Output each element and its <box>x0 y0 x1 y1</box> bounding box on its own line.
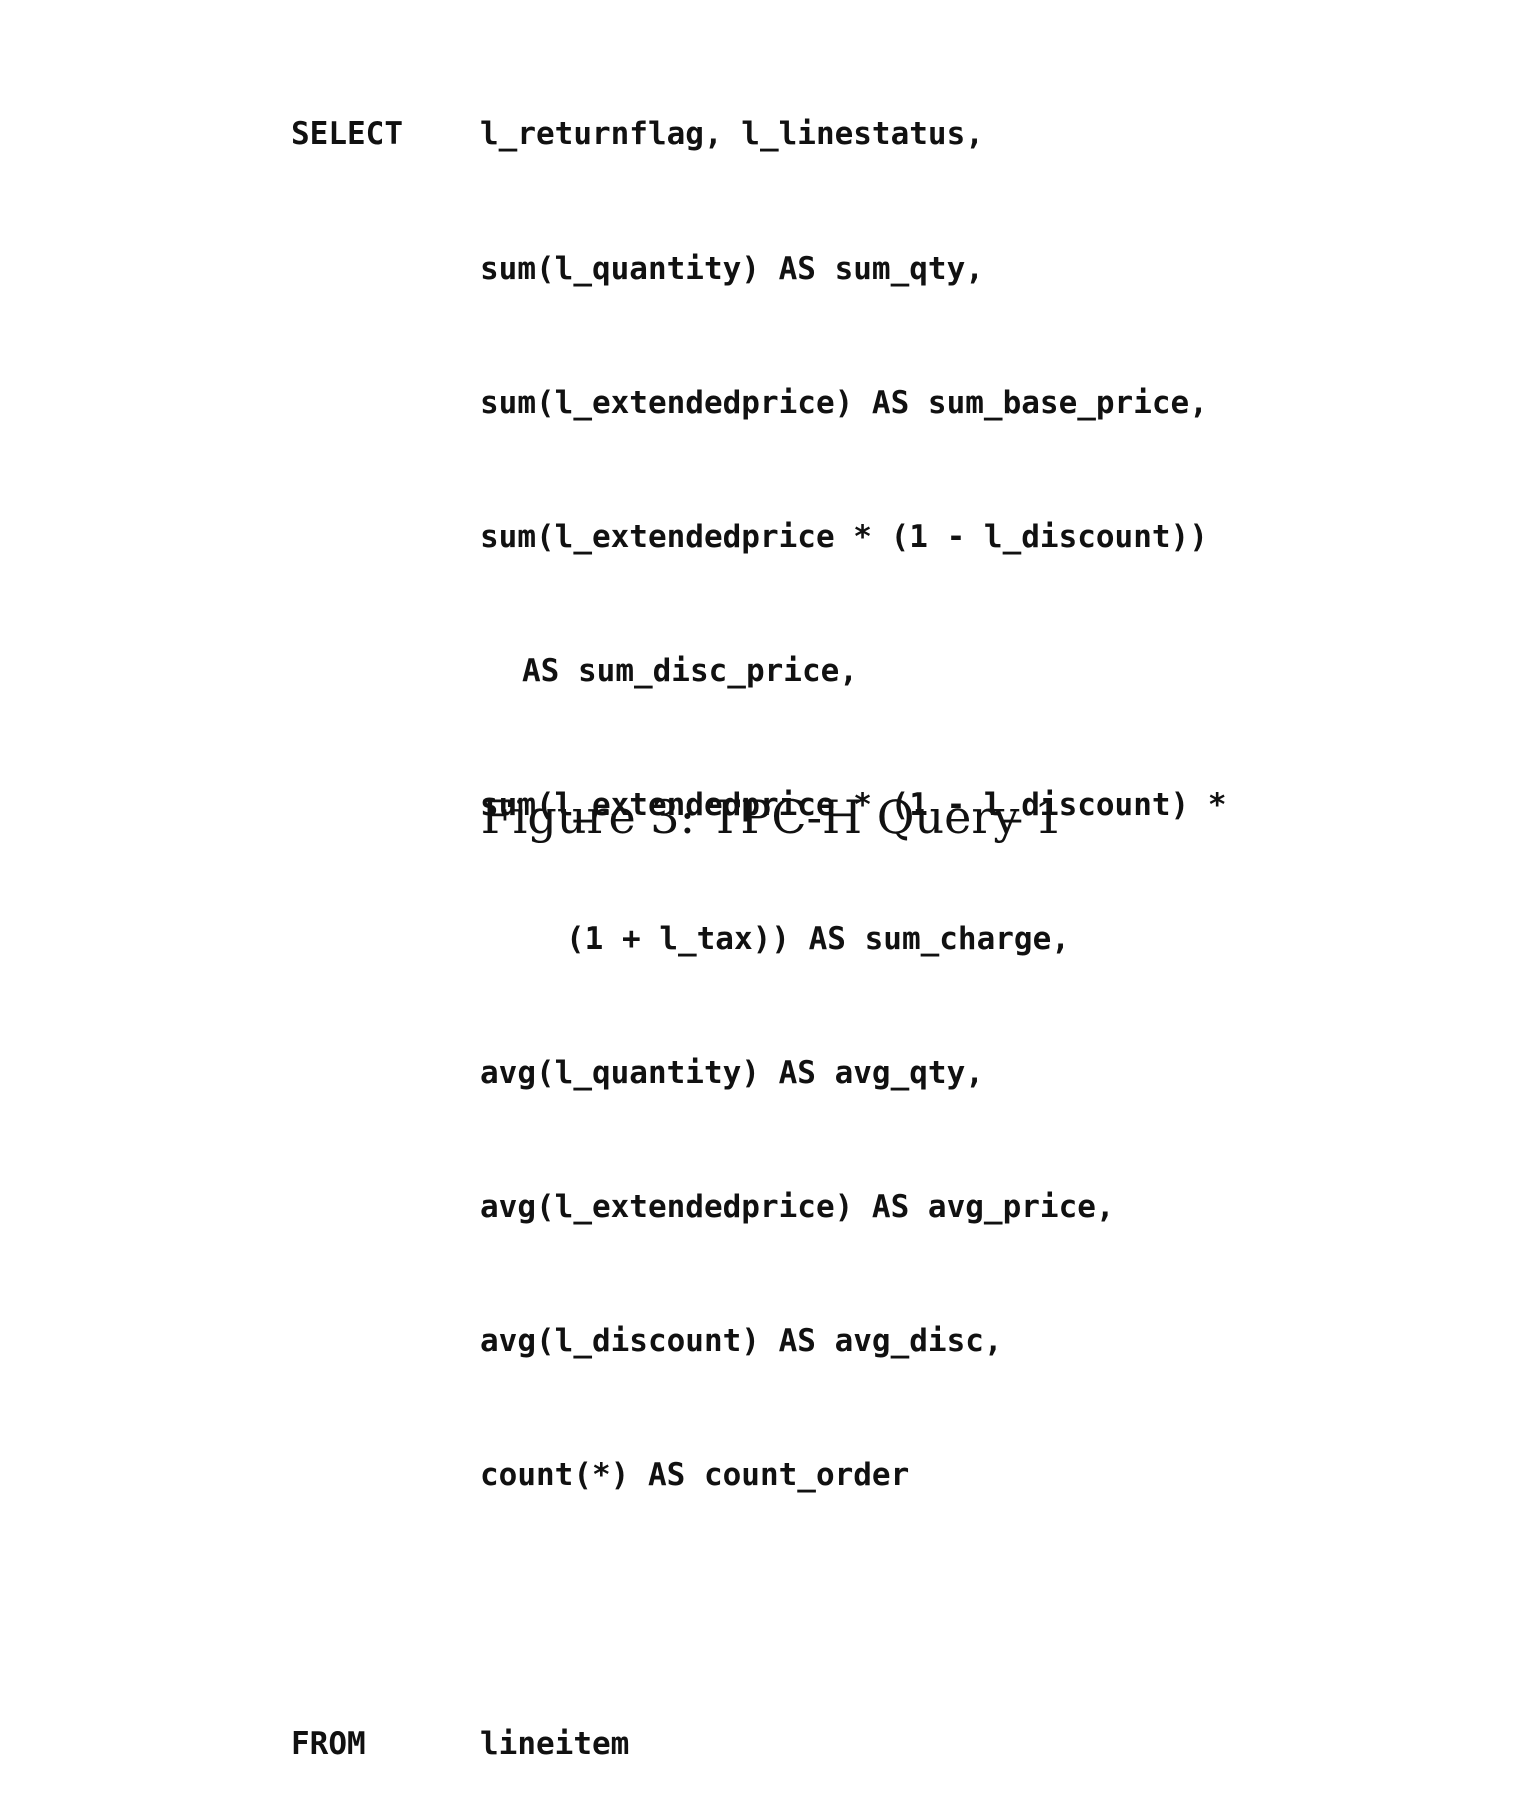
select-clause-text: sum(l_extendedprice) AS sum_base_price, <box>480 384 1208 421</box>
from-line: FROM lineitem <box>291 1722 1227 1767</box>
select-line-8: avg(l_quantity) AS avg_qty, <box>291 1051 1227 1096</box>
blank-line <box>291 1587 1227 1632</box>
select-clause-text: count(*) AS count_order <box>480 1457 910 1494</box>
from-keyword: FROM <box>291 1725 366 1762</box>
select-clause-text: sum(l_extendedprice * (1 - l_discount) * <box>480 786 1227 823</box>
select-clause-text: avg(l_extendedprice) AS avg_price, <box>480 1189 1115 1226</box>
select-line-6: sum(l_extendedprice * (1 - l_discount) * <box>291 783 1227 828</box>
select-clause-text: avg(l_discount) AS avg_disc, <box>480 1323 1003 1360</box>
select-line-4: sum(l_extendedprice * (1 - l_discount)) <box>291 515 1227 560</box>
select-line-2: sum(l_quantity) AS sum_qty, <box>291 247 1227 292</box>
select-line-9: avg(l_extendedprice) AS avg_price, <box>291 1185 1227 1230</box>
select-clause-text: AS sum_disc_price, <box>522 652 858 689</box>
select-line-1: SELECT l_returnflag, l_linestatus, <box>291 112 1227 157</box>
select-keyword: SELECT <box>291 116 403 153</box>
select-clause-text: (1 + l_tax)) AS sum_charge, <box>566 920 1070 957</box>
select-line-10: avg(l_discount) AS avg_disc, <box>291 1319 1227 1364</box>
select-clause-text: avg(l_quantity) AS avg_qty, <box>480 1055 984 1092</box>
select-line-5: AS sum_disc_price, <box>291 649 1227 694</box>
sql-listing: SELECT l_returnflag, l_linestatus, sum(l_… <box>291 23 1227 1800</box>
select-clause-text: sum(l_quantity) AS sum_qty, <box>480 250 984 287</box>
select-line-11: count(*) AS count_order <box>291 1453 1227 1498</box>
from-clause-text: lineitem <box>480 1725 630 1762</box>
select-clause-text: sum(l_extendedprice * (1 - l_discount)) <box>480 518 1208 555</box>
figure-caption: Figure 3: TPC-H Query 1 <box>480 790 1064 844</box>
select-line-7: (1 + l_tax)) AS sum_charge, <box>291 917 1227 962</box>
select-clause-text: l_returnflag, l_linestatus, <box>480 116 984 153</box>
select-line-3: sum(l_extendedprice) AS sum_base_price, <box>291 381 1227 426</box>
